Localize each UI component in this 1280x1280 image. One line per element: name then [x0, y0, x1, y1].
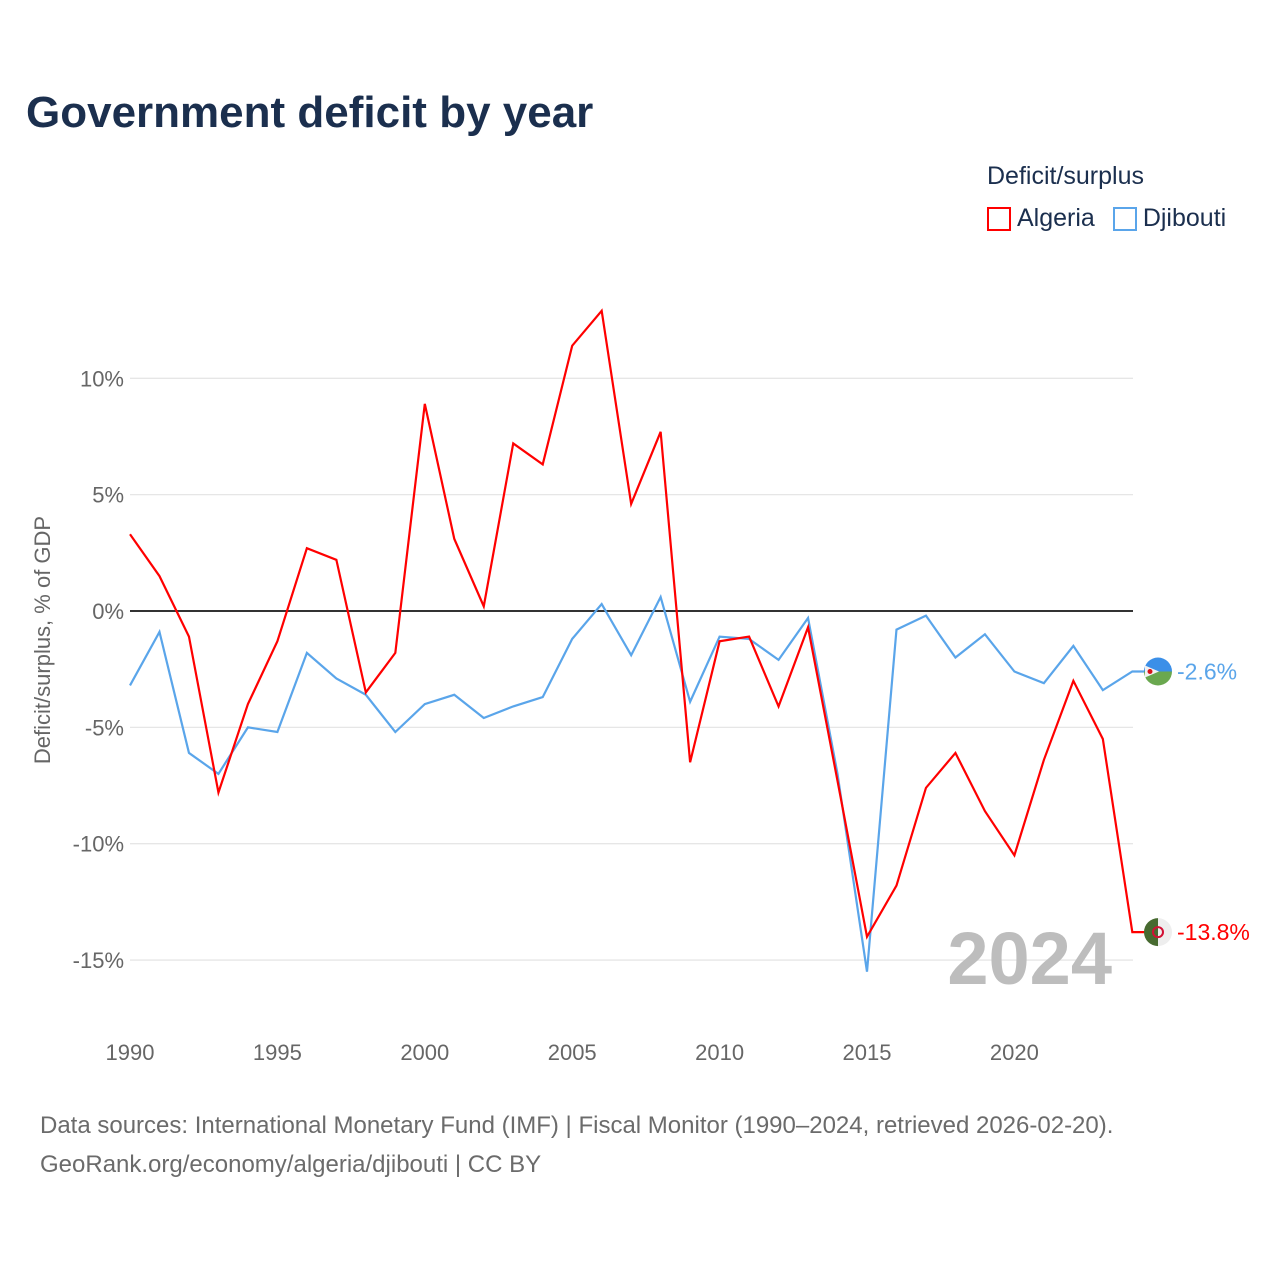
y-tick-label: 5% — [92, 483, 124, 508]
legend-swatch-djibouti — [1112, 206, 1137, 231]
x-tick-label: 1995 — [253, 1040, 302, 1065]
series-line-algeria — [129, 308, 1148, 940]
flag-white — [1158, 918, 1172, 947]
legend-item-algeria[interactable]: Algeria — [987, 204, 1095, 233]
y-tick-label: -15% — [73, 948, 124, 973]
y-tick-label: -10% — [73, 832, 124, 857]
x-tick-label: 2015 — [843, 1040, 892, 1065]
source-line-1: Data sources: International Monetary Fun… — [40, 1112, 1114, 1139]
legend: Algeria Djibouti — [987, 204, 1226, 233]
x-tick-label: 2000 — [400, 1040, 449, 1065]
flag-green — [1144, 918, 1158, 947]
y-tick-label: 0% — [92, 599, 124, 624]
source-note: Data sources: International Monetary Fun… — [40, 1106, 1113, 1184]
y-tick-label: 10% — [80, 366, 124, 391]
flag-green — [1144, 671, 1172, 686]
legend-swatch-algeria — [987, 206, 1011, 231]
end-label-algeria: -13.8% — [1177, 919, 1250, 945]
flag-blue — [1144, 657, 1172, 672]
y-tick-label: -5% — [85, 715, 124, 740]
chart-title: Government deficit by year — [26, 88, 594, 137]
x-tick-label: 2020 — [990, 1040, 1039, 1065]
legend-title: Deficit/surplus — [987, 162, 1144, 190]
source-line-2: GeoRank.org/economy/algeria/djibouti | C… — [40, 1151, 542, 1178]
year-watermark: 2024 — [947, 917, 1112, 1000]
flag-star — [1147, 669, 1153, 675]
x-tick-label: 2010 — [695, 1040, 744, 1065]
y-axis-label: Deficit/surplus, % of GDP — [30, 516, 55, 764]
legend-label-djibouti: Djibouti — [1142, 204, 1227, 232]
end-label-djibouti: -2.6% — [1177, 659, 1237, 685]
x-tick-label: 2005 — [548, 1040, 597, 1065]
x-tick-label: 1990 — [106, 1040, 155, 1065]
series-line-djibouti — [129, 594, 1148, 972]
djibouti-flag-icon — [1144, 657, 1172, 686]
legend-item-djibouti[interactable]: Djibouti — [1112, 204, 1227, 233]
algeria-flag-icon — [1144, 918, 1172, 947]
flag-crescent — [1152, 926, 1164, 939]
legend-label-algeria: Algeria — [1017, 204, 1095, 232]
